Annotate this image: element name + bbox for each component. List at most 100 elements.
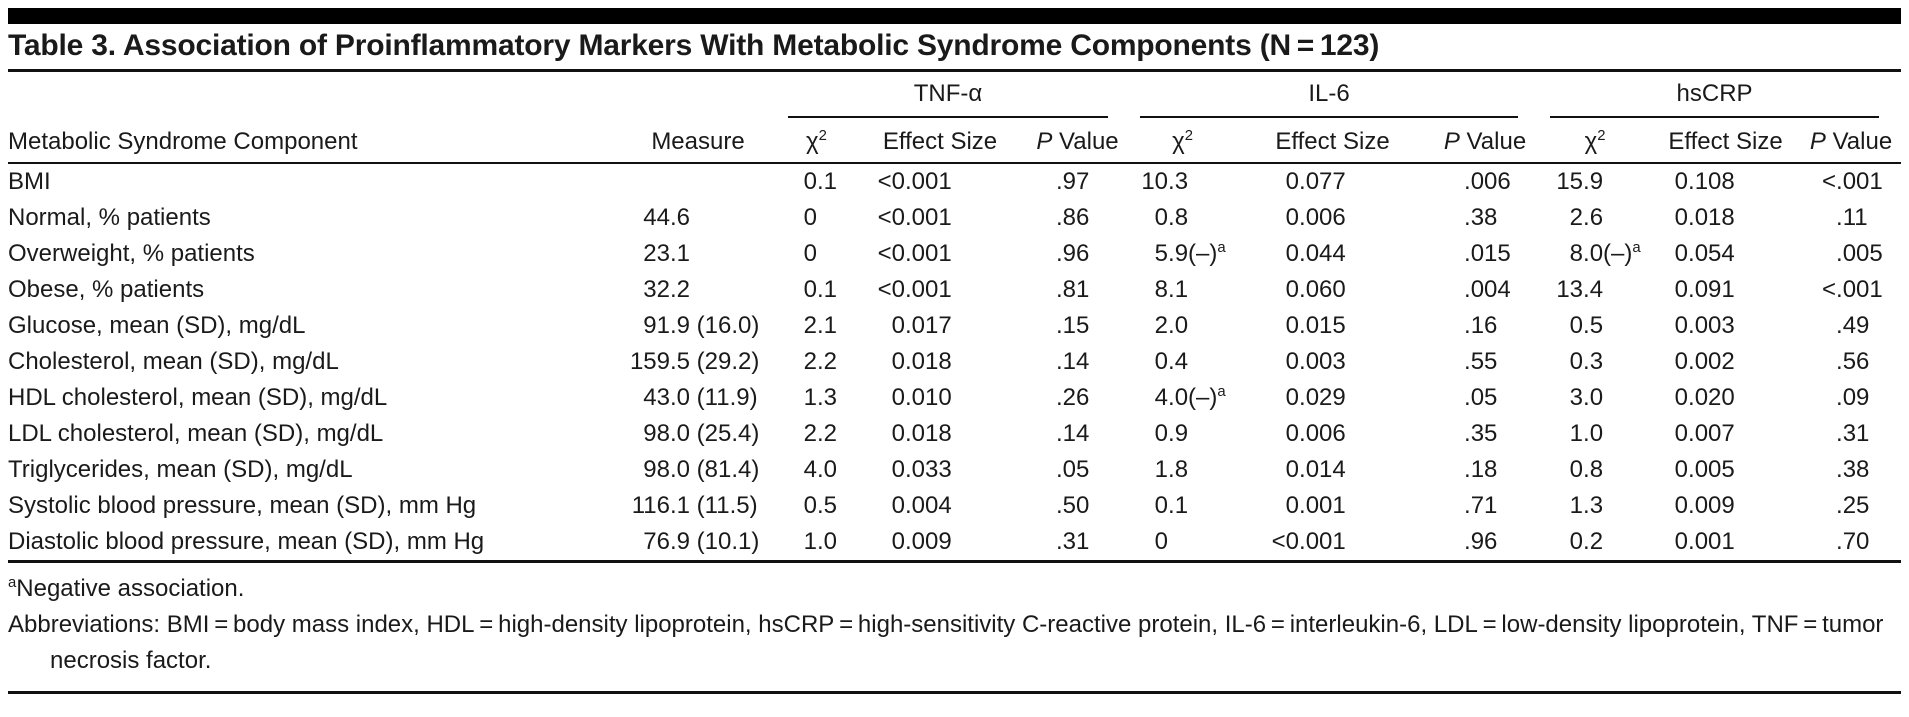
table-row: Diastolic blood pressure, mean (SD), mm … [8, 524, 1901, 562]
cell-measure: 159.5 (29.2) [629, 348, 760, 375]
cell-tnf-chi2: 0.5 [803, 492, 838, 519]
cell-tnf-effect-size: <0.001 [877, 240, 952, 267]
cell-hscrp-effect-size: 0.054 [1674, 240, 1735, 267]
table-row: LDL cholesterol, mean (SD), mg/dL 98.0 (… [8, 416, 1901, 452]
cell-hscrp-chi2: 3.0 [1569, 384, 1604, 411]
cell-hscrp-p-value: .38 [1836, 456, 1870, 483]
cell-tnf-effect-size: <0.001 [877, 276, 952, 303]
cell-il6-p-value: .71 [1464, 492, 1498, 519]
cell-tnf-p-value: .14 [1056, 420, 1090, 447]
cell-hscrp-effect-size: 0.003 [1674, 312, 1735, 339]
cell-il6-chi2: 0.9 [1154, 420, 1189, 447]
cell-hscrp-p-value: .11 [1836, 204, 1868, 231]
cell-measure: 116.1 (11.5) [631, 492, 758, 519]
group-header-spacer [8, 72, 778, 118]
cell-tnf-effect-size: <0.001 [877, 168, 952, 195]
cell-il6-chi2: 0.8 [1154, 204, 1189, 231]
cell-tnf-chi2: 2.2 [803, 348, 838, 375]
column-header-measure: Measure [618, 118, 778, 164]
cell-hscrp-effect-size: 0.108 [1674, 168, 1735, 195]
group-header-il6: IL-6 [1130, 72, 1540, 118]
cell-hscrp-effect-size: 0.091 [1674, 276, 1735, 303]
table-title: Table 3. Association of Proinflammatory … [8, 24, 1901, 72]
cell-il6-p-value: .16 [1464, 312, 1498, 339]
cell-tnf-chi2: 1.3 [803, 384, 838, 411]
cell-measure: 43.0 (11.9) [643, 384, 758, 411]
cell-component: HDL cholesterol, mean (SD), mg/dL [8, 384, 388, 411]
cell-il6-p-value: .38 [1464, 204, 1498, 231]
cell-measure: 23.1 [643, 240, 691, 267]
cell-component: Systolic blood pressure, mean (SD), mm H… [8, 492, 477, 519]
cell-il6-p-value: .05 [1464, 384, 1498, 411]
table-row: Systolic blood pressure, mean (SD), mm H… [8, 488, 1901, 524]
cell-measure: 32.2 [643, 276, 691, 303]
cell-il6-effect-size: 0.077 [1285, 168, 1346, 195]
group-header-hscrp-label: hsCRP [1550, 79, 1880, 118]
cell-il6-effect-size: 0.029 [1285, 384, 1346, 411]
cell-hscrp-p-value: <.001 [1822, 276, 1883, 303]
cell-hscrp-effect-size: 0.018 [1674, 204, 1735, 231]
cell-component: Triglycerides, mean (SD), mg/dL [8, 456, 353, 483]
cell-measure [618, 163, 778, 200]
cell-il6-effect-size: <0.001 [1271, 528, 1346, 555]
cell-tnf-effect-size: 0.018 [891, 348, 952, 375]
cell-hscrp-p-value: .31 [1836, 420, 1870, 447]
column-header-hscrp-chi2: χ2 [1540, 118, 1651, 164]
table-row: BMI 0.1 <0.001 .97 10.3 0.077 .006 15.9 … [8, 163, 1901, 200]
column-header-tnf-p-value: P Value [1025, 118, 1131, 164]
cell-il6-effect-size: 0.003 [1285, 348, 1346, 375]
cell-tnf-p-value: .31 [1056, 528, 1090, 555]
cell-hscrp-chi2: 0.3 [1569, 348, 1604, 375]
cell-hscrp-p-value: .09 [1836, 384, 1870, 411]
cell-tnf-chi2: 0.1 [803, 276, 838, 303]
top-accent-bar [8, 8, 1901, 24]
cell-tnf-effect-size: 0.018 [891, 420, 952, 447]
cell-component: Diastolic blood pressure, mean (SD), mm … [8, 528, 485, 555]
cell-hscrp-effect-size: 0.001 [1674, 528, 1735, 555]
cell-il6-effect-size: 0.006 [1285, 420, 1346, 447]
cell-hscrp-p-value: .56 [1836, 348, 1870, 375]
cell-component: Glucose, mean (SD), mg/dL [8, 312, 306, 339]
cell-il6-p-value: .35 [1464, 420, 1498, 447]
cell-tnf-p-value: .81 [1056, 276, 1090, 303]
cell-hscrp-p-value: .25 [1836, 492, 1870, 519]
cell-il6-p-value: .96 [1464, 528, 1498, 555]
cell-tnf-chi2: 1.0 [803, 528, 838, 555]
cell-tnf-effect-size: 0.010 [891, 384, 952, 411]
cell-hscrp-p-value: .70 [1836, 528, 1870, 555]
cell-tnf-chi2: 2.2 [803, 420, 838, 447]
column-header-tnf-effect-size: Effect Size [855, 118, 1025, 164]
cell-component: LDL cholesterol, mean (SD), mg/dL [8, 420, 384, 447]
cell-il6-chi2: 4.0(–)a [1154, 384, 1226, 411]
cell-measure: 98.0 (25.4) [643, 420, 760, 447]
group-header-hscrp: hsCRP [1540, 72, 1901, 118]
cell-tnf-p-value: .97 [1056, 168, 1090, 195]
cell-il6-chi2: 2.0 [1154, 312, 1189, 339]
column-header-component: Metabolic Syndrome Component [8, 118, 618, 164]
cell-hscrp-effect-size: 0.020 [1674, 384, 1735, 411]
cell-hscrp-chi2: 1.3 [1569, 492, 1604, 519]
cell-tnf-chi2: 0 [803, 240, 817, 267]
cell-hscrp-chi2: 1.0 [1569, 420, 1604, 447]
cell-hscrp-p-value: <.001 [1822, 168, 1883, 195]
cell-tnf-p-value: .86 [1056, 204, 1090, 231]
cell-measure: 76.9 (10.1) [643, 528, 760, 555]
cell-component: Obese, % patients [8, 276, 205, 303]
column-header-hscrp-p-value: P Value [1801, 118, 1902, 164]
cell-hscrp-effect-size: 0.009 [1674, 492, 1735, 519]
cell-il6-chi2: 0.4 [1154, 348, 1189, 375]
cell-component: Normal, % patients [8, 204, 211, 231]
cell-tnf-chi2: 0.1 [803, 168, 838, 195]
cell-component: Overweight, % patients [8, 240, 255, 267]
cell-tnf-chi2: 4.0 [803, 456, 838, 483]
cell-il6-effect-size: 0.044 [1285, 240, 1346, 267]
cell-hscrp-chi2: 0.2 [1569, 528, 1604, 555]
cell-il6-chi2: 0.1 [1154, 492, 1189, 519]
column-header-hscrp-effect-size: Effect Size [1650, 118, 1802, 164]
cell-il6-chi2: 0 [1154, 528, 1169, 555]
cell-tnf-chi2: 2.1 [803, 312, 838, 339]
cell-il6-chi2: 10.3 [1141, 168, 1189, 195]
cell-measure: 91.9 (16.0) [643, 312, 760, 339]
group-header-tnf-alpha-label: TNF-α [788, 79, 1109, 118]
cell-tnf-p-value: .26 [1056, 384, 1090, 411]
